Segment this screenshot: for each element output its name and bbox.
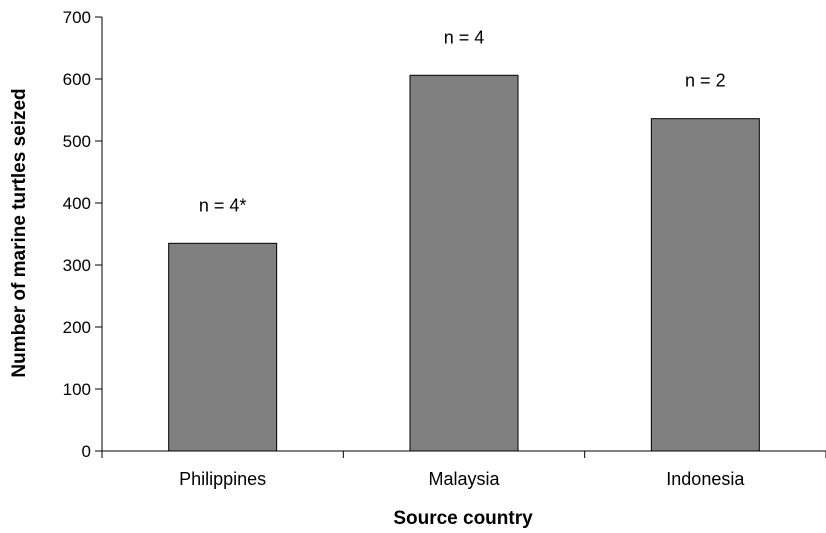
bar-philippines: [168, 242, 278, 452]
y-tick-label: 100: [63, 380, 91, 399]
y-tick-label: 0: [82, 442, 91, 461]
bar-annotation: n = 4*: [199, 195, 247, 215]
labels-group: Philippines n = 4* Malaysia n = 4 Indonesia n…: [179, 27, 745, 489]
x-tick-label: Indonesia: [666, 469, 745, 489]
bar-annotation: n = 4: [444, 27, 485, 47]
y-tick-label: 300: [63, 256, 91, 275]
bars-group: [168, 74, 760, 452]
y-tick-label: 500: [63, 132, 91, 151]
x-tick-label: Malaysia: [428, 469, 500, 489]
bar-annotation: n = 2: [685, 71, 726, 91]
x-axis-title: Source country: [393, 508, 533, 528]
y-axis-title: Number of marine turtles seized: [9, 88, 30, 377]
y-tick-label: 400: [63, 194, 91, 213]
y-tick-label: 600: [63, 70, 91, 89]
axes-group: 0 100 200 300 400 500 600 700: [63, 8, 826, 461]
y-tick-label: 200: [63, 318, 91, 337]
x-tick-label: Philippines: [179, 469, 266, 489]
bar-indonesia: [650, 118, 760, 452]
y-tick-label: 700: [63, 8, 91, 27]
bar-malaysia: [409, 74, 519, 452]
